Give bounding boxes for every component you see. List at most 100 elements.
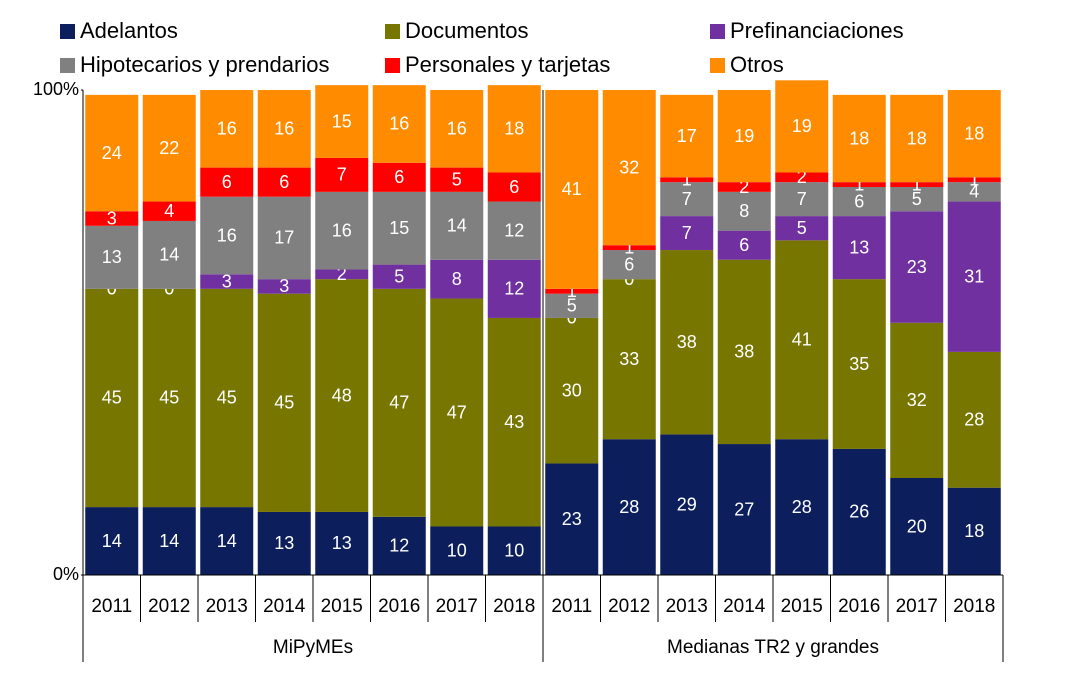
bar-segment: [142, 288, 196, 508]
bar-segment: [85, 225, 139, 289]
data-label: 43: [504, 412, 524, 432]
bar-segment: [890, 182, 944, 187]
bar-segment: [602, 279, 656, 440]
legend-swatch: [60, 24, 75, 39]
bar-segment: [717, 259, 771, 445]
bar-segment: [315, 191, 369, 270]
data-label: 32: [619, 157, 639, 177]
data-label: 26: [849, 502, 869, 522]
x-tick-label: 2018: [953, 596, 995, 617]
bar-segment: [717, 444, 771, 575]
bar-segment: [890, 478, 944, 575]
data-label: 6: [222, 172, 232, 192]
bar-segment: [142, 507, 196, 575]
legend-swatch: [710, 24, 725, 39]
data-label: 13: [274, 533, 294, 553]
data-label: 1: [682, 169, 692, 189]
data-label: 22: [159, 138, 179, 158]
bar-segment: [85, 211, 139, 226]
x-tick-label: 2011: [91, 596, 132, 617]
data-label: 14: [217, 531, 237, 551]
x-tick-label: 2016: [378, 596, 420, 617]
data-label: 18: [849, 128, 869, 148]
bar-segment: [660, 182, 714, 217]
data-label: 33: [619, 349, 639, 369]
bar-segment: [947, 351, 1001, 488]
data-label: 7: [797, 189, 807, 209]
data-label: 47: [447, 402, 467, 422]
bar-segment: [487, 201, 541, 260]
bar-segment: [200, 167, 254, 197]
data-label: 6: [509, 177, 519, 197]
bar-segment: [775, 216, 829, 241]
data-label: 3: [222, 271, 232, 291]
bar-segment: [372, 288, 426, 517]
bar-segment: [545, 288, 599, 294]
x-tick-label: 2013: [666, 596, 708, 617]
data-label: 45: [274, 393, 294, 413]
data-label: 18: [907, 128, 927, 148]
bar-segment: [200, 274, 254, 289]
data-label: 18: [964, 123, 984, 143]
data-label: 5: [912, 189, 922, 209]
data-label: 31: [964, 266, 984, 286]
data-label: 16: [217, 225, 237, 245]
data-label: 30: [562, 380, 582, 400]
data-label: 41: [792, 330, 812, 350]
data-label: 20: [907, 516, 927, 536]
data-label: 5: [394, 266, 404, 286]
bar-segment: [890, 211, 944, 323]
bar-segment: [372, 264, 426, 289]
data-label: 45: [159, 388, 179, 408]
bar-segment: [717, 230, 771, 260]
bar-segment: [487, 259, 541, 318]
data-label: 13: [102, 247, 122, 267]
data-label: 3: [279, 276, 289, 296]
data-label: 23: [562, 509, 582, 529]
bar-segment: [832, 279, 886, 449]
data-label: 12: [389, 536, 409, 556]
data-label: 28: [964, 410, 984, 430]
data-label: 14: [102, 531, 122, 551]
bar-segment: [602, 250, 656, 280]
bar-segment: [890, 94, 944, 183]
data-label: 3: [107, 208, 117, 228]
data-label: 48: [332, 385, 352, 405]
bar-segment: [257, 90, 311, 168]
bar-segment: [85, 94, 139, 212]
data-label: 13: [332, 533, 352, 553]
bar-segment: [660, 94, 714, 178]
bar-segment: [142, 201, 196, 221]
data-label: 12: [504, 279, 524, 299]
data-label: 14: [447, 216, 467, 236]
bar-segment: [315, 85, 369, 158]
data-label: 45: [217, 388, 237, 408]
data-label: 16: [274, 119, 294, 139]
data-label: 18: [504, 119, 524, 139]
data-label: 8: [452, 269, 462, 289]
data-label: 38: [677, 332, 697, 352]
legend-swatch: [710, 58, 725, 73]
bar-segment: [430, 298, 484, 527]
bar-segment: [85, 288, 139, 508]
data-label: 28: [619, 497, 639, 517]
data-label: 12: [504, 220, 524, 240]
data-label: 19: [734, 126, 754, 146]
bar-segment: [315, 269, 369, 280]
data-label: 6: [739, 235, 749, 255]
x-tick-label: 2013: [206, 596, 248, 617]
bar-segment: [660, 216, 714, 251]
bar-segment: [775, 182, 829, 217]
bar-segment: [717, 182, 771, 192]
data-label: 6: [279, 172, 289, 192]
bar-segment: [487, 85, 541, 173]
bar-segment: [200, 196, 254, 275]
x-tick-label: 2012: [148, 596, 190, 617]
data-label: 47: [389, 393, 409, 413]
data-label: 7: [682, 223, 692, 243]
bar-segment: [545, 90, 599, 289]
legend-swatch: [385, 58, 400, 73]
bar-segment: [200, 288, 254, 508]
bar-segment: [200, 90, 254, 168]
data-label: 2: [337, 264, 347, 284]
